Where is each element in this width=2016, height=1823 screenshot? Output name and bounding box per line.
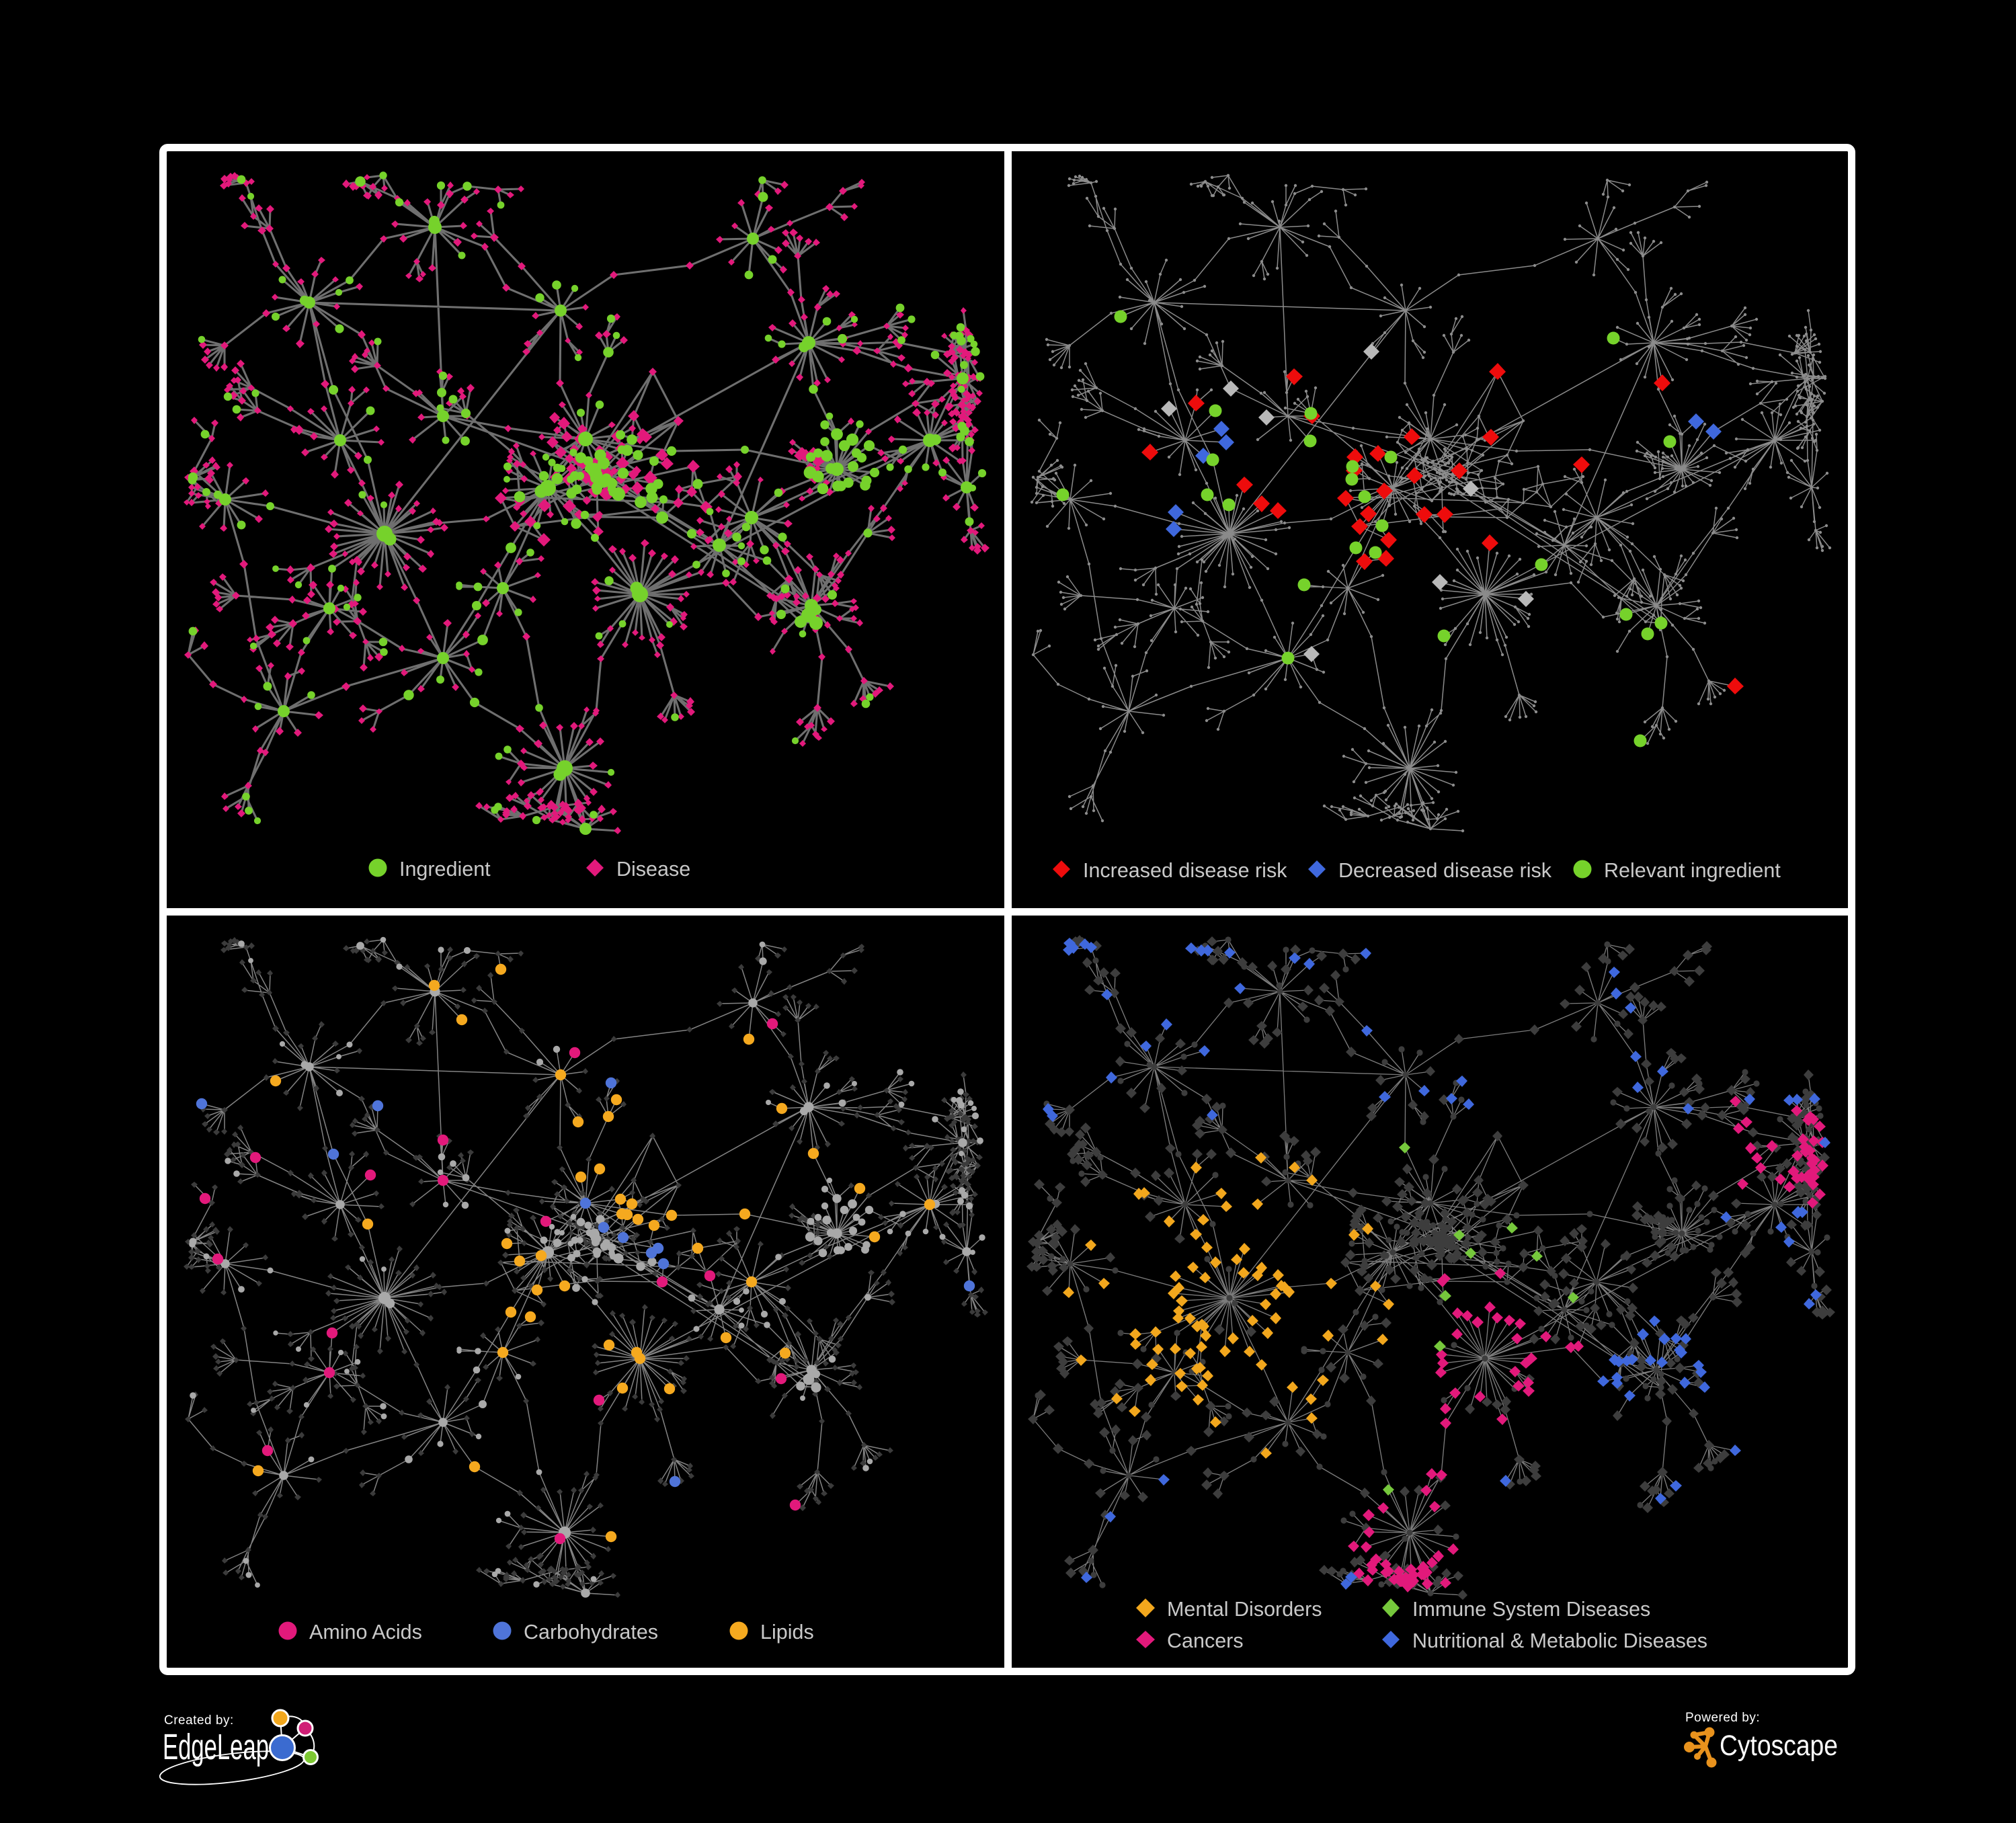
svg-text:Nutritional & Metabolic Diseas: Nutritional & Metabolic Diseases [1412, 1629, 1707, 1652]
svg-text:Carbohydrates: Carbohydrates [524, 1621, 658, 1644]
svg-text:Decreased disease risk: Decreased disease risk [1338, 859, 1552, 882]
svg-text:Relevant ingredient: Relevant ingredient [1604, 859, 1781, 882]
svg-text:Ingredient: Ingredient [399, 858, 491, 881]
svg-text:Increased disease risk: Increased disease risk [1083, 859, 1287, 882]
svg-text:Cancers: Cancers [1167, 1629, 1244, 1652]
svg-text:Immune System Diseases: Immune System Diseases [1412, 1598, 1650, 1621]
svg-text:Created by:: Created by: [164, 1713, 234, 1728]
svg-text:EdgeLeap: EdgeLeap [163, 1727, 269, 1767]
svg-text:Powered by:: Powered by: [1685, 1711, 1760, 1725]
svg-text:Mental Disorders: Mental Disorders [1167, 1598, 1322, 1621]
svg-text:Lipids: Lipids [760, 1621, 814, 1644]
svg-text:Disease: Disease [616, 858, 690, 881]
svg-text:Cytoscape: Cytoscape [1720, 1730, 1838, 1762]
svg-text:Amino Acids: Amino Acids [309, 1621, 422, 1644]
